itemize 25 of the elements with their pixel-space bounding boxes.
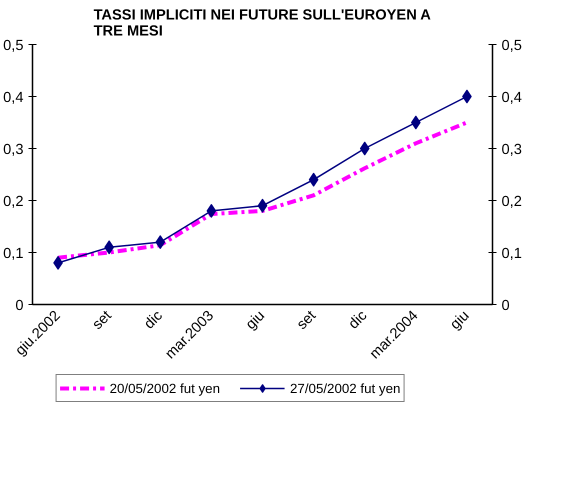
y-tick-label: 0,1 [3, 246, 24, 262]
y-tick-label: 0,2 [3, 194, 24, 210]
x-tick-label: set [90, 308, 115, 333]
x-tick-label: dic [141, 308, 166, 332]
x-tick-label: giu [243, 308, 268, 333]
y2-tick-label: 0,3 [502, 142, 522, 158]
y2-tick-label: 0,5 [502, 38, 522, 54]
y-tick-label: 0,5 [3, 38, 24, 54]
legend-label: 20/05/2002 fut yen [110, 380, 220, 396]
x-tick-label: set [294, 308, 320, 333]
y-tick-label: 0,4 [3, 90, 24, 106]
y-tick-label: 0 [15, 298, 24, 314]
legend-label: 27/05/2002 fut yen [290, 380, 400, 396]
x-tick-label: dic [346, 308, 370, 332]
chart-title: TASSI IMPLICITI NEI FUTURE SULL'EUROYEN A TRE MESI [94, 8, 432, 40]
y2-tick-label: 0,1 [502, 246, 522, 262]
y2-tick-label: 0 [502, 298, 510, 314]
point [155, 235, 166, 250]
point [360, 142, 370, 156]
point [411, 116, 421, 130]
x-tick-label: giu [447, 308, 473, 333]
y2-tick-label: 0,2 [502, 194, 522, 210]
y2-tick-label: 0,4 [502, 90, 522, 106]
point [462, 90, 472, 104]
y-tick-label: 0,3 [3, 142, 24, 158]
